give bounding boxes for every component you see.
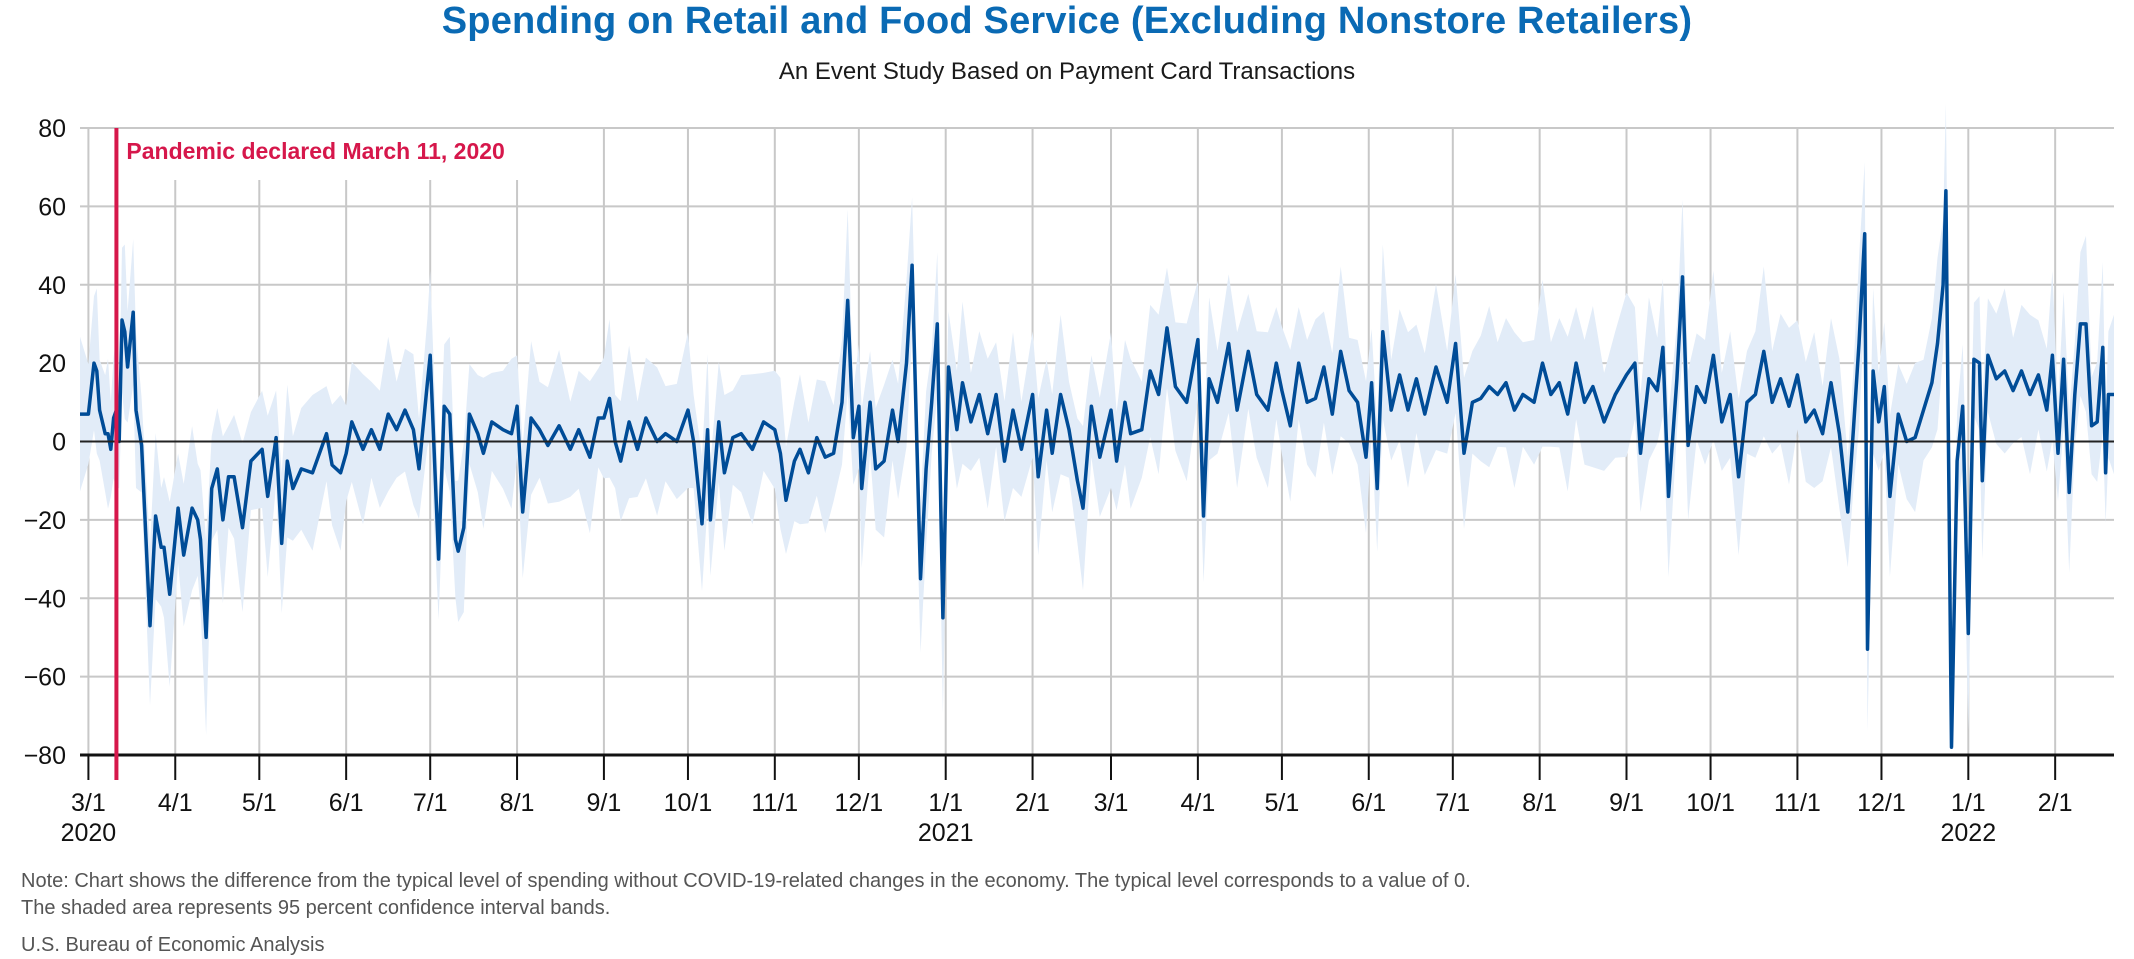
x-tick-label: 2/1 [1015, 789, 1050, 817]
x-year-label: 2021 [918, 819, 974, 847]
x-year-label: 2022 [1941, 819, 1997, 847]
x-tick-label: 9/1 [1609, 789, 1644, 817]
annotations: Pandemic declared March 11, 2020 [114, 128, 505, 780]
confidence-band [80, 103, 2114, 755]
x-tick-label: 12/1 [835, 789, 884, 817]
y-tick-label: 40 [38, 272, 66, 300]
chart-note: Note: Chart shows the difference from th… [21, 868, 1471, 922]
y-tick-label: −80 [24, 742, 66, 770]
x-tick-label: 2/1 [2038, 789, 2073, 817]
y-tick-label: −20 [24, 507, 66, 535]
x-tick-label: 1/1 [928, 789, 963, 817]
chart-subtitle: An Event Study Based on Payment Card Tra… [778, 58, 1356, 85]
source-credit: U.S. Bureau of Economic Analysis [21, 934, 325, 956]
note-line-1: Note: Chart shows the difference from th… [21, 870, 1471, 892]
x-tick-label: 1/1 [1951, 789, 1986, 817]
x-tick-label: 8/1 [500, 789, 535, 817]
y-tick-label: 0 [52, 429, 66, 457]
pandemic-declared-label: Pandemic declared March 11, 2020 [126, 138, 504, 164]
x-tick-label: 6/1 [329, 789, 364, 817]
x-tick-label: 11/1 [1774, 789, 1821, 817]
x-tick-label: 5/1 [1265, 789, 1300, 817]
x-year-label: 2020 [61, 819, 117, 847]
x-tick-label: 3/1 [1094, 789, 1129, 817]
x-tick-label: 4/1 [1180, 789, 1215, 817]
x-tick-label: 10/1 [664, 789, 713, 817]
x-tick-label: 5/1 [242, 789, 277, 817]
x-tick-label: 8/1 [1522, 789, 1557, 817]
confidence-band-layer [80, 103, 2114, 755]
x-tick-label: 9/1 [587, 789, 622, 817]
y-tick-label: −60 [24, 664, 66, 692]
series-line [80, 188, 2114, 749]
y-tick-label: 60 [38, 193, 66, 221]
x-tick-label: 11/1 [751, 789, 798, 817]
x-tick-label: 12/1 [1857, 789, 1906, 817]
x-tick-label: 3/1 [71, 789, 106, 817]
y-tick-label: 20 [38, 350, 66, 378]
x-tick-label: 10/1 [1686, 789, 1735, 817]
x-tick-label: 6/1 [1351, 789, 1386, 817]
y-tick-label: 80 [38, 115, 66, 143]
x-tick-label: 7/1 [1435, 789, 1470, 817]
note-line-2: The shaded area represents 95 percent co… [21, 897, 611, 919]
y-tick-label: −40 [24, 585, 66, 613]
x-tick-label: 4/1 [158, 789, 193, 817]
x-tick-label: 7/1 [413, 789, 448, 817]
chart-title: Spending on Retail and Food Service (Exc… [441, 0, 1693, 42]
